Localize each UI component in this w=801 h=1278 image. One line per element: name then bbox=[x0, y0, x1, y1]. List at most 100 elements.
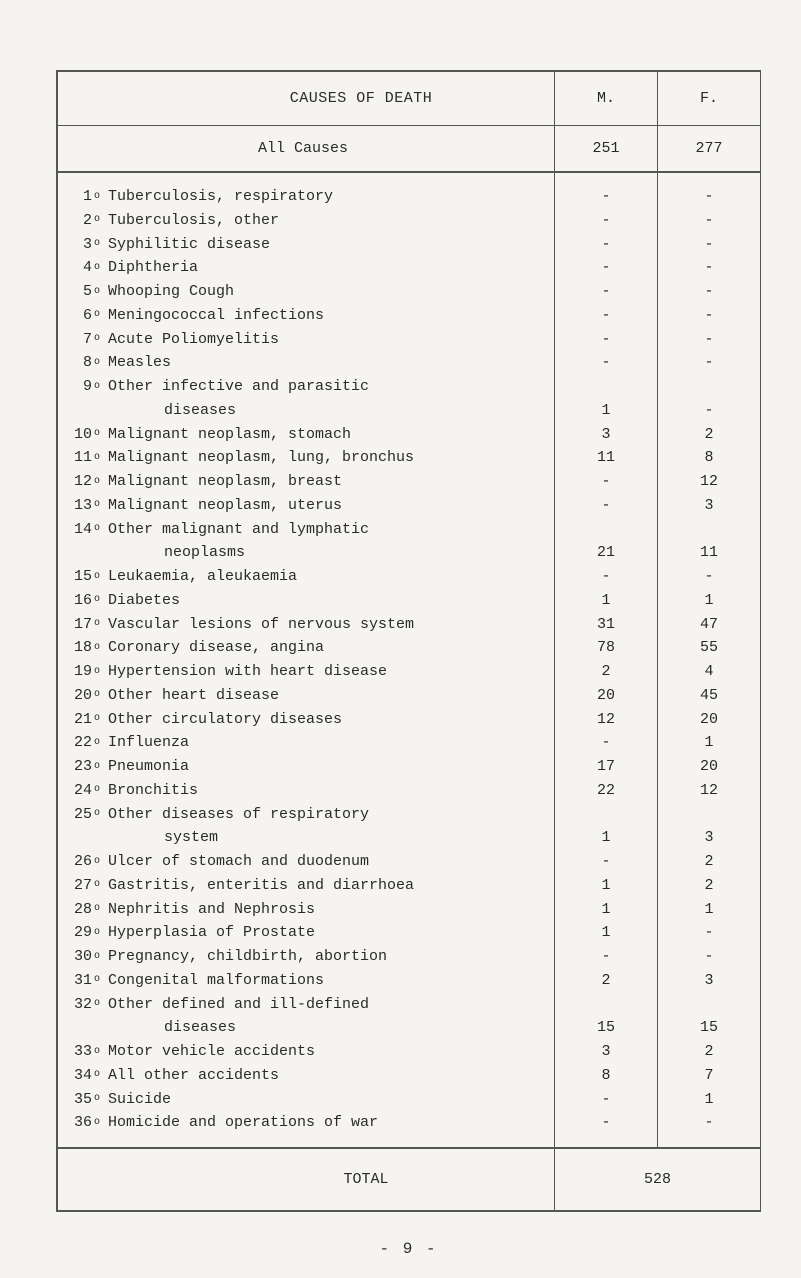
row-value-m: - bbox=[555, 351, 658, 375]
row-label: system bbox=[106, 826, 555, 850]
row-number: 6 bbox=[57, 304, 94, 328]
row-value-f: 7 bbox=[658, 1064, 761, 1088]
row-value-m: 1 bbox=[555, 921, 658, 945]
row-label: Acute Poliomyelitis bbox=[106, 328, 555, 352]
row-number: 11 bbox=[57, 446, 94, 470]
row-marker: o bbox=[94, 803, 106, 827]
table-row: 30oPregnancy, childbirth, abortion-- bbox=[57, 945, 761, 969]
table-row: diseases1- bbox=[57, 399, 761, 423]
col-header-m: M. bbox=[555, 71, 658, 126]
row-number: 4 bbox=[57, 256, 94, 280]
table-row: 11oMalignant neoplasm, lung, bronchus118 bbox=[57, 446, 761, 470]
row-value-f: - bbox=[658, 185, 761, 209]
row-value-f: 45 bbox=[658, 684, 761, 708]
row-label: Suicide bbox=[106, 1088, 555, 1112]
row-value-f: - bbox=[658, 304, 761, 328]
page-number: - 9 - bbox=[56, 1212, 761, 1258]
row-label: Other diseases of respiratory bbox=[106, 803, 555, 827]
row-value-m: 78 bbox=[555, 636, 658, 660]
row-marker: o bbox=[94, 185, 106, 209]
row-label: Other defined and ill-defined bbox=[106, 993, 555, 1017]
row-value-f: - bbox=[658, 921, 761, 945]
row-number: 14 bbox=[57, 518, 94, 542]
row-marker: o bbox=[94, 921, 106, 945]
row-marker bbox=[94, 399, 106, 423]
row-number: 12 bbox=[57, 470, 94, 494]
row-value-m: - bbox=[555, 1088, 658, 1112]
row-value-m: 11 bbox=[555, 446, 658, 470]
table-row: 6oMeningococcal infections-- bbox=[57, 304, 761, 328]
row-number: 28 bbox=[57, 898, 94, 922]
table-row: 10oMalignant neoplasm, stomach32 bbox=[57, 423, 761, 447]
row-label: Tuberculosis, other bbox=[106, 209, 555, 233]
row-marker: o bbox=[94, 850, 106, 874]
row-value-m: 1 bbox=[555, 874, 658, 898]
row-label: neoplasms bbox=[106, 541, 555, 565]
all-causes-m: 251 bbox=[555, 126, 658, 173]
row-label: Bronchitis bbox=[106, 779, 555, 803]
table-row: 14oOther malignant and lymphatic bbox=[57, 518, 761, 542]
row-value-m: - bbox=[555, 470, 658, 494]
row-value-m: 3 bbox=[555, 423, 658, 447]
row-value-f: - bbox=[658, 209, 761, 233]
row-value-m bbox=[555, 375, 658, 399]
table-row: neoplasms2111 bbox=[57, 541, 761, 565]
row-marker: o bbox=[94, 209, 106, 233]
row-marker: o bbox=[94, 1064, 106, 1088]
row-marker: o bbox=[94, 755, 106, 779]
row-label: All other accidents bbox=[106, 1064, 555, 1088]
table-row: 15oLeukaemia, aleukaemia-- bbox=[57, 565, 761, 589]
row-value-m: - bbox=[555, 328, 658, 352]
row-label: Vascular lesions of nervous system bbox=[106, 613, 555, 637]
table-row: 25oOther diseases of respiratory bbox=[57, 803, 761, 827]
table-title: CAUSES OF DEATH bbox=[57, 71, 555, 126]
row-marker: o bbox=[94, 993, 106, 1017]
row-number: 10 bbox=[57, 423, 94, 447]
row-value-m: 20 bbox=[555, 684, 658, 708]
row-value-m bbox=[555, 518, 658, 542]
row-marker bbox=[94, 826, 106, 850]
row-value-f: 3 bbox=[658, 969, 761, 993]
row-value-m: - bbox=[555, 185, 658, 209]
row-value-m: 15 bbox=[555, 1016, 658, 1040]
row-marker: o bbox=[94, 1111, 106, 1135]
row-number: 33 bbox=[57, 1040, 94, 1064]
row-number: 20 bbox=[57, 684, 94, 708]
row-label: Malignant neoplasm, breast bbox=[106, 470, 555, 494]
row-value-m: 21 bbox=[555, 541, 658, 565]
table-row: 16oDiabetes11 bbox=[57, 589, 761, 613]
row-number: 32 bbox=[57, 993, 94, 1017]
table-row: 21oOther circulatory diseases1220 bbox=[57, 708, 761, 732]
table-row: 18oCoronary disease, angina7855 bbox=[57, 636, 761, 660]
row-value-m: 2 bbox=[555, 660, 658, 684]
row-value-m bbox=[555, 803, 658, 827]
total-label: TOTAL bbox=[57, 1148, 555, 1211]
row-label: Malignant neoplasm, uterus bbox=[106, 494, 555, 518]
row-label: Syphilitic disease bbox=[106, 233, 555, 257]
row-value-m: - bbox=[555, 565, 658, 589]
row-number: 29 bbox=[57, 921, 94, 945]
table-row: 9oOther infective and parasitic bbox=[57, 375, 761, 399]
table-row: 24oBronchitis2212 bbox=[57, 779, 761, 803]
row-label: diseases bbox=[106, 399, 555, 423]
row-marker: o bbox=[94, 945, 106, 969]
row-marker: o bbox=[94, 684, 106, 708]
row-value-f: - bbox=[658, 945, 761, 969]
table-row: 2oTuberculosis, other-- bbox=[57, 209, 761, 233]
row-label: Diphtheria bbox=[106, 256, 555, 280]
row-value-f: 1 bbox=[658, 898, 761, 922]
row-number: 5 bbox=[57, 280, 94, 304]
row-marker: o bbox=[94, 351, 106, 375]
row-marker: o bbox=[94, 660, 106, 684]
row-value-m: - bbox=[555, 304, 658, 328]
row-value-f bbox=[658, 518, 761, 542]
row-value-m: 1 bbox=[555, 589, 658, 613]
total-value: 528 bbox=[555, 1148, 761, 1211]
row-value-f: 15 bbox=[658, 1016, 761, 1040]
row-number bbox=[57, 399, 94, 423]
row-value-m: 22 bbox=[555, 779, 658, 803]
row-value-f: 3 bbox=[658, 826, 761, 850]
row-marker: o bbox=[94, 280, 106, 304]
row-number: 25 bbox=[57, 803, 94, 827]
row-marker: o bbox=[94, 708, 106, 732]
